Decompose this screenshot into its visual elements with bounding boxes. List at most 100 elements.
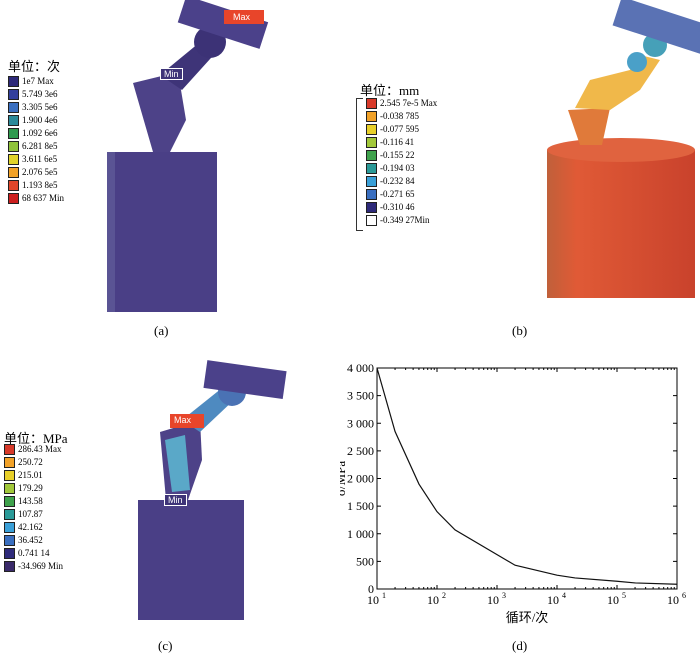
panel-c-base-block bbox=[138, 500, 244, 620]
x-axis-label: 循环/次 bbox=[506, 610, 549, 625]
y-tick-label: 2 000 bbox=[347, 472, 374, 486]
legend-row: 107.87 bbox=[4, 509, 43, 520]
legend-label: -0.232 84 bbox=[380, 176, 415, 186]
legend-label: 215.01 bbox=[18, 470, 43, 480]
legend-row: -0.155 22 bbox=[366, 150, 415, 161]
legend-swatch bbox=[4, 496, 15, 507]
legend-row: 0.741 14 bbox=[4, 548, 50, 559]
legend-row: 2.076 5e5 bbox=[8, 167, 58, 178]
x-tick-label: 10 bbox=[547, 593, 559, 607]
y-tick-label: 500 bbox=[356, 554, 374, 568]
legend-label: 36.452 bbox=[18, 535, 43, 545]
x-tick-label: 10 bbox=[607, 593, 619, 607]
y-tick-label: 4 000 bbox=[347, 361, 374, 375]
legend-swatch bbox=[8, 128, 19, 139]
legend-swatch bbox=[366, 137, 377, 148]
legend-swatch bbox=[4, 535, 15, 546]
panel-c-model bbox=[138, 360, 287, 620]
legend-swatch bbox=[366, 150, 377, 161]
legend-label: 0.741 14 bbox=[18, 548, 50, 558]
legend-swatch bbox=[4, 457, 15, 468]
panel-a-model bbox=[107, 0, 269, 312]
panel-b: 单位：mm 2.545 7e-5 Max -0.038 785 -0.077 595… bbox=[340, 0, 700, 340]
legend-swatch bbox=[366, 111, 377, 122]
legend-swatch bbox=[8, 115, 19, 126]
panel-d: 0 500 1 000 1 500 2 000 2 500 3 000 3 500 4 000 1… bbox=[340, 340, 700, 654]
legend-label: 2.545 7e-5 Max bbox=[380, 98, 438, 108]
x-tick-label: 10 bbox=[667, 593, 679, 607]
legend-row: 68 637 Min bbox=[8, 193, 64, 204]
legend-row: 215.01 bbox=[4, 470, 43, 481]
legend-swatch bbox=[366, 124, 377, 135]
panel-b-cone bbox=[568, 108, 610, 145]
legend-swatch bbox=[366, 189, 377, 200]
panel-b-link bbox=[575, 55, 660, 110]
y-tick-label: 0 bbox=[368, 582, 374, 596]
panel-a-column bbox=[133, 72, 186, 152]
panel-b-model bbox=[547, 0, 700, 298]
legend-label: -0.310 46 bbox=[380, 202, 415, 212]
legend-row: -0.116 41 bbox=[366, 137, 414, 148]
legend-label: 3.305 5e6 bbox=[22, 102, 58, 112]
legend-label: -34.969 Min bbox=[18, 561, 63, 571]
legend-label: 1.193 8e5 bbox=[22, 180, 58, 190]
legend-label: 250.72 bbox=[18, 457, 43, 467]
legend-swatch bbox=[4, 483, 15, 494]
legend-row: 250.72 bbox=[4, 457, 43, 468]
legend-swatch bbox=[8, 154, 19, 165]
panel-c-legend-title: 单位：MPa bbox=[4, 431, 68, 446]
panel-d-caption: (d) bbox=[512, 638, 528, 653]
panel-c: 单位：MPa 286.43 Max 250.72 215.01 179.29 143.5… bbox=[0, 340, 340, 654]
x-tick-exponent: 2 bbox=[442, 591, 446, 600]
legend-label: 6.281 8e5 bbox=[22, 141, 58, 151]
legend-label: 1e7 Max bbox=[22, 76, 54, 86]
legend-label: -0.116 41 bbox=[380, 137, 415, 147]
legend-row: -0.349 27Min bbox=[366, 215, 430, 226]
legend-swatch bbox=[8, 89, 19, 100]
legend-label: 1.900 4e6 bbox=[22, 115, 58, 125]
x-tick-exponent: 5 bbox=[622, 591, 626, 600]
legend-row: 36.452 bbox=[4, 535, 43, 546]
legend-swatch bbox=[366, 98, 377, 109]
x-tick-exponent: 3 bbox=[502, 591, 506, 600]
panel-a-caption: (a) bbox=[154, 323, 169, 338]
panel-c-caption: (c) bbox=[158, 638, 173, 653]
legend-row: 3.611 6e5 bbox=[8, 154, 57, 165]
legend-label: -0.155 22 bbox=[380, 150, 415, 160]
legend-swatch bbox=[8, 167, 19, 178]
legend-swatch bbox=[366, 163, 377, 174]
legend-swatch bbox=[4, 509, 15, 520]
legend-row: 1e7 Max bbox=[8, 76, 54, 87]
x-tick-exponent: 4 bbox=[562, 591, 566, 600]
legend-row: 42.162 bbox=[4, 522, 43, 533]
y-axis-label: σ/MPa bbox=[340, 461, 348, 496]
panel-a-base-block bbox=[107, 152, 217, 312]
legend-row: -0.077 595 bbox=[366, 124, 419, 135]
x-tick-exponent: 1 bbox=[382, 591, 386, 600]
x-tick-label: 10 bbox=[487, 593, 499, 607]
legend-swatch bbox=[4, 444, 15, 455]
legend-label: 107.87 bbox=[18, 509, 43, 519]
legend-label: 68 637 Min bbox=[22, 193, 65, 203]
legend-swatch bbox=[8, 193, 19, 204]
panel-a-legend-title: 单位：次 bbox=[8, 59, 61, 74]
legend-swatch bbox=[8, 180, 19, 191]
legend-swatch bbox=[8, 102, 19, 113]
legend-swatch bbox=[8, 141, 19, 152]
legend-swatch bbox=[4, 470, 15, 481]
legend-row: 6.281 8e5 bbox=[8, 141, 58, 152]
legend-label: 143.58 bbox=[18, 496, 43, 506]
plot-frame bbox=[376, 367, 678, 590]
panel-a-max-tag: Max bbox=[233, 12, 251, 22]
legend-row: 1.092 6e6 bbox=[8, 128, 58, 139]
legend-swatch bbox=[4, 522, 15, 533]
legend-row: -0.232 84 bbox=[366, 176, 415, 187]
legend-label: 2.076 5e5 bbox=[22, 167, 58, 177]
legend-row: 286.43 Max bbox=[4, 444, 62, 455]
panel-a-top-block bbox=[177, 0, 269, 49]
legend-row: -34.969 Min bbox=[4, 561, 63, 572]
panel-b-caption: (b) bbox=[512, 323, 528, 338]
panel-a-min-tag: Min bbox=[160, 68, 183, 80]
panel-b-legend-bracket bbox=[356, 98, 363, 231]
legend-swatch bbox=[4, 548, 15, 559]
